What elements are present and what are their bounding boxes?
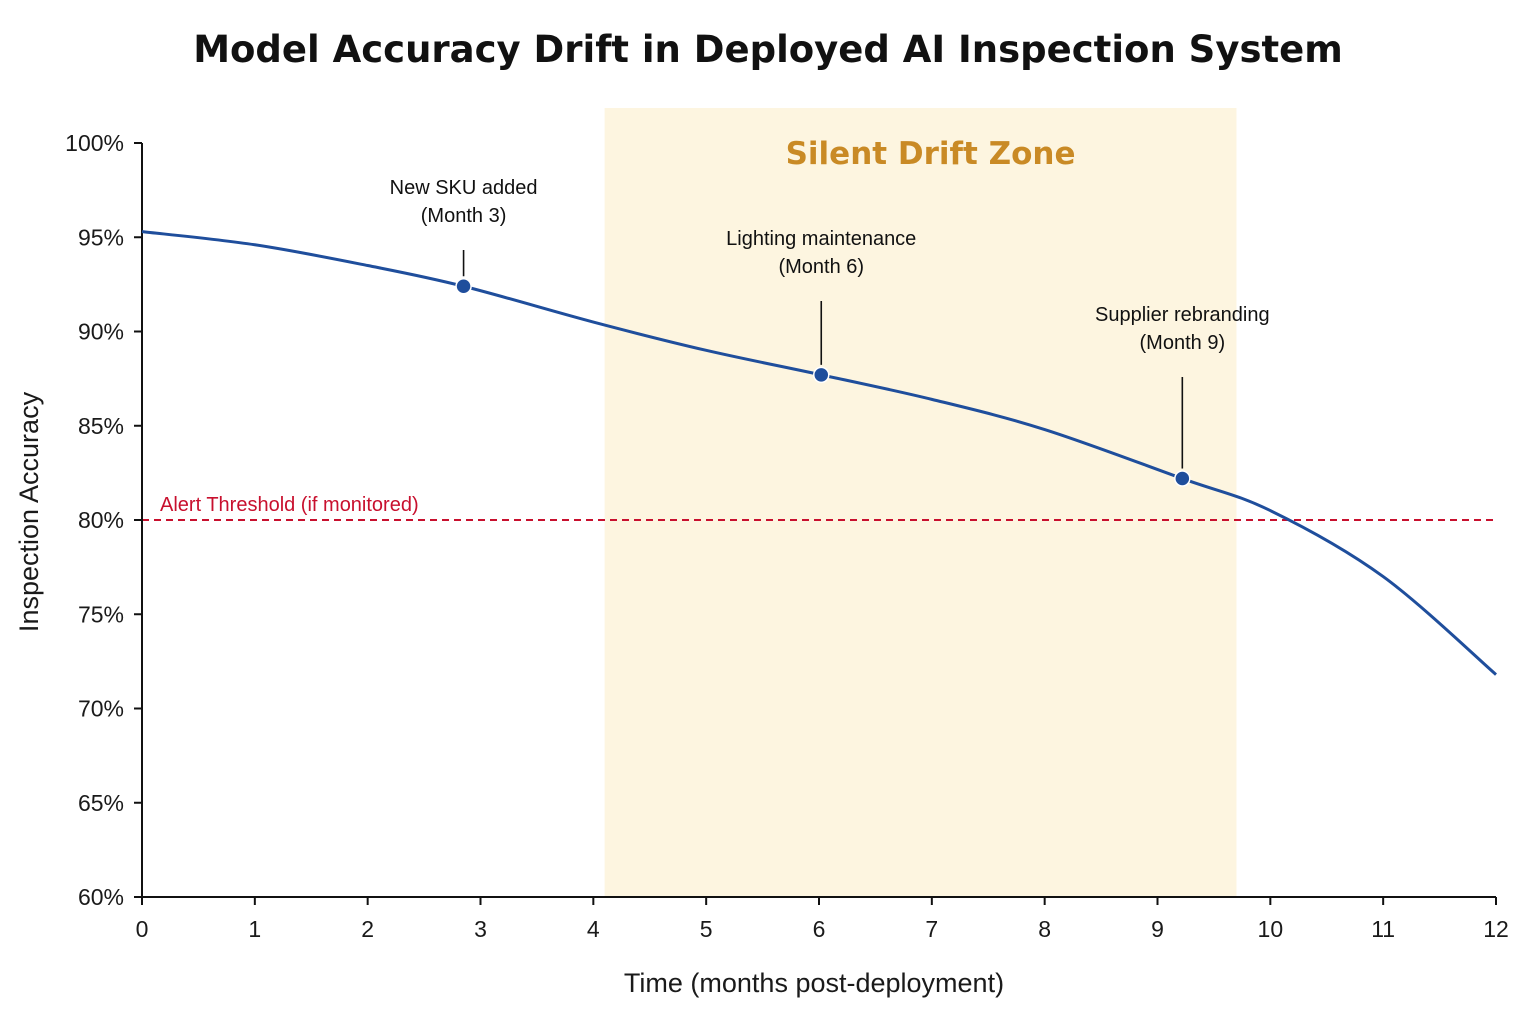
x-tick-label: 11 — [1371, 916, 1395, 942]
annotation-label: New SKU added — [390, 177, 538, 199]
y-tick-label: 95% — [78, 224, 124, 250]
accuracy-series-line — [141, 230, 1497, 676]
chart-title: Model Accuracy Drift in Deployed AI Insp… — [193, 28, 1343, 71]
event-annotations: New SKU added (Month 3) Lighting maintenan… — [390, 177, 1270, 487]
x-tick-label: 5 — [700, 916, 713, 942]
x-tick-label: 3 — [474, 916, 487, 942]
annotation-label: (Month 6) — [778, 256, 864, 278]
event-marker — [813, 366, 830, 384]
x-tick-label: 8 — [1038, 916, 1051, 942]
y-tick-label: 90% — [78, 319, 124, 345]
x-tick-label: 9 — [1151, 916, 1164, 942]
x-axis-title: Time (months post-deployment) — [624, 968, 1004, 998]
x-tick-label: 0 — [136, 916, 149, 942]
x-tick-label: 10 — [1258, 916, 1284, 942]
y-tick-label: 60% — [78, 884, 124, 910]
x-tick-label: 2 — [361, 916, 374, 942]
y-axis-title: Inspection Accuracy — [14, 391, 44, 632]
annotation-label: Lighting maintenance — [726, 228, 916, 250]
y-tick-label: 80% — [78, 507, 124, 533]
x-tick-label: 1 — [248, 916, 261, 942]
y-axis-ticks: 60% 65% 70% 75% 80% 85% 90% 95% 100% — [65, 130, 142, 910]
event-marker — [1174, 470, 1191, 487]
threshold-label: Alert Threshold (if monitored) — [160, 494, 419, 516]
annotation-label: (Month 3) — [421, 205, 507, 227]
x-tick-label: 6 — [813, 916, 826, 942]
event-marker — [455, 278, 472, 295]
annotation-label: Supplier rebranding — [1095, 304, 1270, 326]
y-tick-label: 85% — [78, 413, 124, 439]
y-tick-label: 70% — [78, 696, 124, 722]
x-tick-label: 7 — [925, 916, 938, 942]
x-axis-ticks: 0 1 2 3 4 5 6 7 8 9 10 11 12 — [136, 897, 1509, 942]
drift-zone-band — [604, 108, 1237, 897]
x-tick-label: 12 — [1483, 916, 1509, 942]
annotation-label: (Month 9) — [1140, 332, 1226, 354]
y-tick-label: 75% — [78, 601, 124, 627]
y-tick-label: 65% — [78, 790, 124, 816]
x-tick-label: 4 — [587, 916, 600, 942]
y-tick-label: 100% — [65, 130, 124, 156]
drift-zone-label: Silent Drift Zone — [786, 136, 1076, 172]
